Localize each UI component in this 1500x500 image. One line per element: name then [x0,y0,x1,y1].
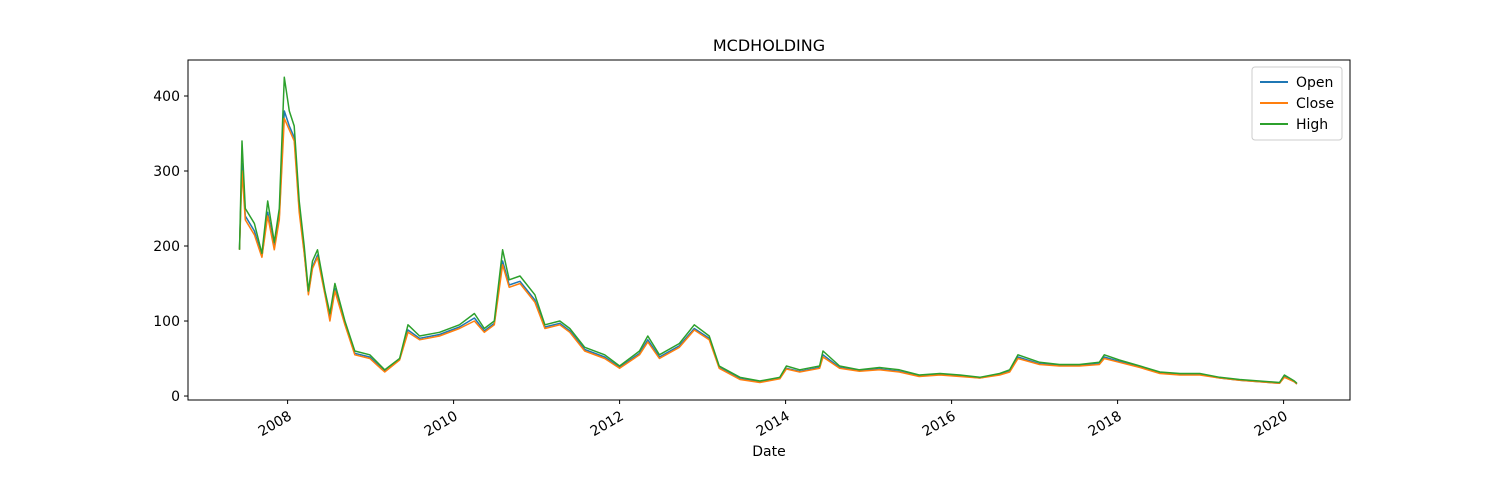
legend-box [1251,66,1343,141]
line-series [238,76,1298,384]
legend-label: Close [1296,96,1334,112]
x-axis-label: Date [752,444,785,460]
legend-label: Open [1296,75,1333,91]
y-tick-label: 200 [153,239,180,255]
legend-label: High [1296,117,1328,133]
y-tick-label: 100 [153,314,180,330]
plot-frame [187,59,1351,401]
line-series [238,117,1298,385]
y-tick-label: 0 [171,389,180,405]
chart-title: MCDHOLDING [713,36,825,55]
y-tick-label: 400 [153,89,180,105]
y-tick-label: 300 [153,164,180,180]
